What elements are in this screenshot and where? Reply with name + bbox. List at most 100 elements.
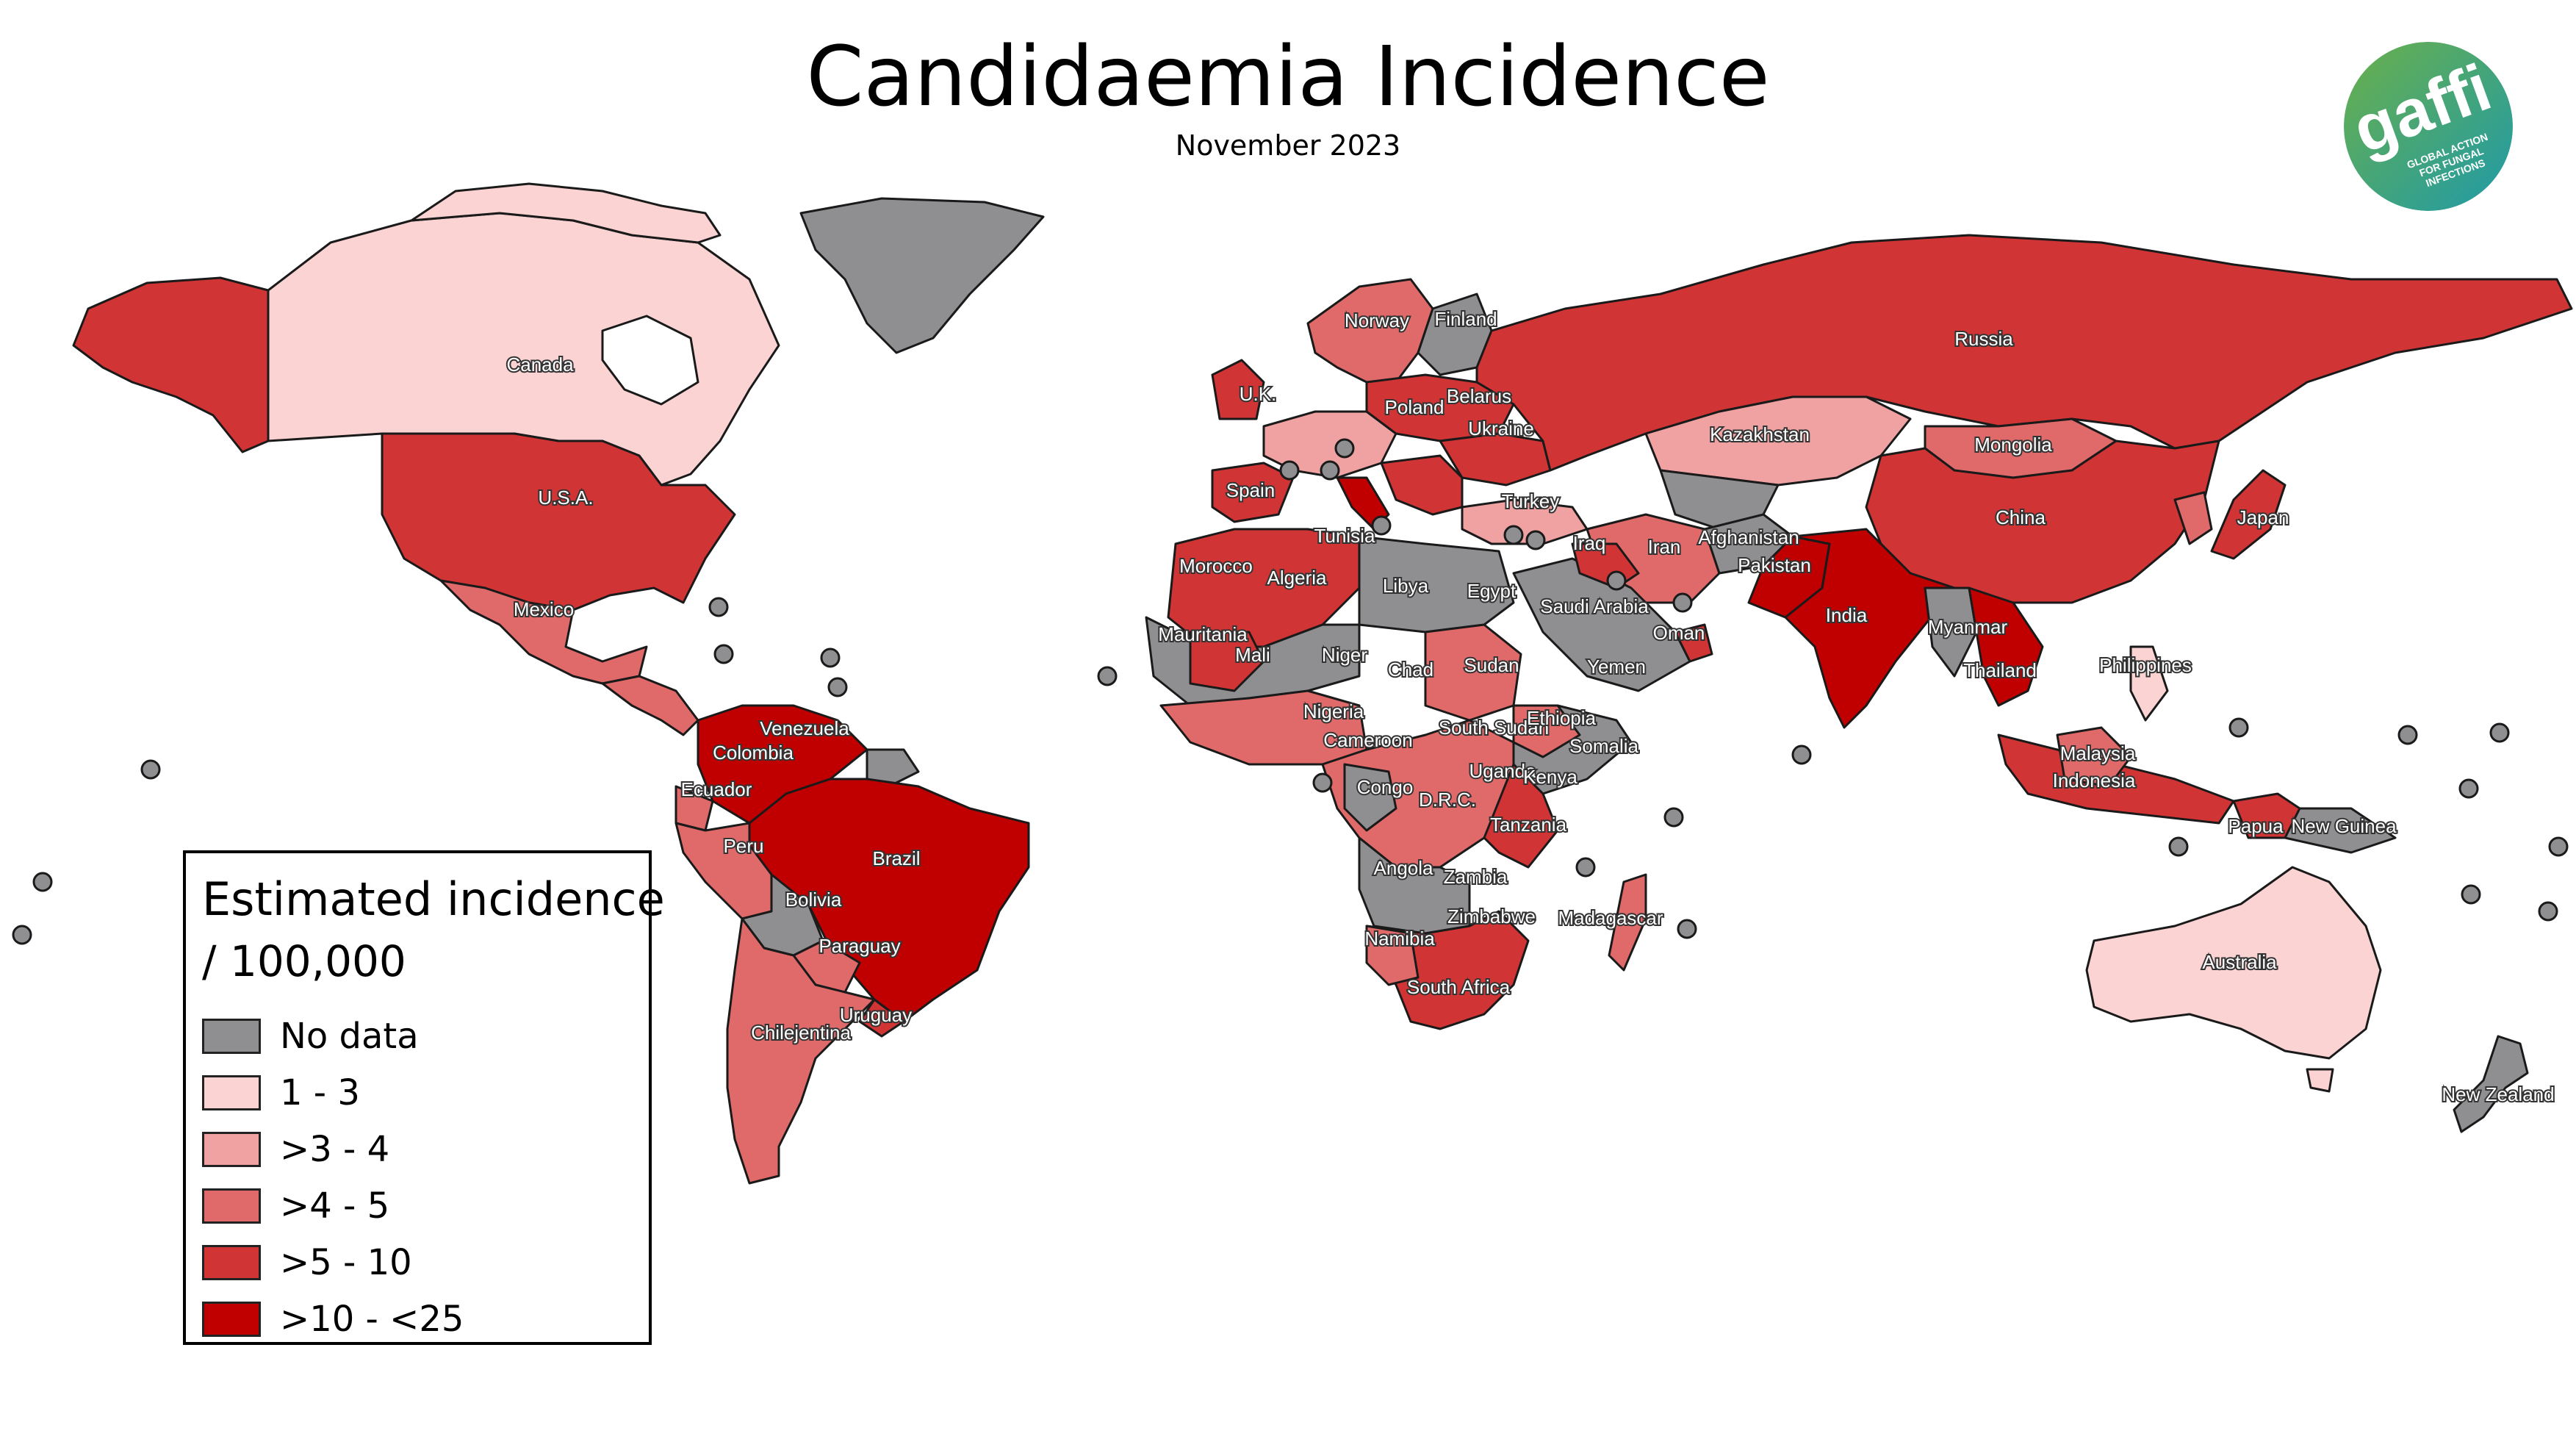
region-alaska [72, 276, 270, 453]
region-namibia [1365, 925, 1420, 986]
region-philippines [2129, 645, 2169, 722]
legend-subtitle: / 100,000 [202, 936, 406, 986]
map-dot [140, 759, 161, 780]
country-label: Zimbabwe [1447, 905, 1536, 927]
region-scandinavia [1306, 278, 1434, 384]
legend-item-3-4: >3 - 4 [202, 1121, 464, 1177]
country-label: Malaysia [2060, 742, 2136, 764]
country-label: Tunisia [1314, 525, 1375, 547]
region-australia [2085, 866, 2382, 1060]
map-dot [1677, 919, 1697, 939]
map-dot [1320, 460, 1340, 481]
country-label: Uganda [1469, 760, 1536, 782]
map-dot [32, 872, 53, 892]
country-label: Ukraine [1468, 417, 1534, 439]
country-label: India [1826, 604, 1868, 626]
country-label: Spain [1226, 479, 1276, 501]
country-label: U.K. [1240, 383, 1277, 405]
region-korea [2173, 491, 2213, 545]
region-balkans [1380, 454, 1464, 516]
region-turkey [1461, 498, 1589, 545]
map-dot [708, 597, 729, 617]
country-label: Iraq [1573, 532, 1606, 554]
legend-label: 1 - 3 [280, 1072, 360, 1113]
map-dot [1791, 744, 1812, 765]
country-label: Mongolia [1974, 434, 2052, 456]
region-india [1784, 528, 1956, 729]
country-label: Yemen [1587, 656, 1646, 678]
country-label: Ecuador [681, 778, 752, 800]
country-label: New Guinea [2291, 815, 2397, 837]
country-label: Venezuela [760, 717, 849, 739]
map-dot [2461, 884, 2481, 905]
country-label: Russia [1954, 328, 2013, 350]
region-borneo [2056, 726, 2132, 788]
region-guianas [866, 748, 920, 788]
map-dot [1334, 438, 1355, 459]
country-label: Oman [1653, 622, 1705, 644]
region-mali [1189, 631, 1265, 692]
country-label: Thailand [1963, 659, 2037, 681]
gaffi-logo: gaffi GLOBAL ACTION FOR FUNGAL INFECTION… [2344, 42, 2513, 211]
map-dot [2458, 778, 2479, 799]
region-iberia [1211, 462, 1295, 523]
region-congo [1343, 763, 1397, 832]
country-label: Egypt [1467, 580, 1517, 602]
country-label: Cameroon [1323, 729, 1412, 751]
legend-label: >5 - 10 [280, 1241, 412, 1283]
legend-swatch [202, 1301, 261, 1337]
country-label: Canada [506, 354, 574, 376]
country-label: Pakistan [1738, 554, 1811, 576]
country-label: Congo [1357, 776, 1414, 798]
country-label: Australia [2202, 951, 2277, 973]
region-canada-islands [410, 182, 722, 244]
region-tasmania [2306, 1068, 2334, 1093]
region-japan [2210, 469, 2287, 560]
country-label: Japan [2237, 506, 2289, 528]
country-label: China [1996, 506, 2046, 528]
map-dot [1525, 530, 1546, 550]
map-dot [1606, 570, 1627, 591]
map-dot [820, 647, 841, 668]
country-label: Nigeria [1303, 700, 1364, 722]
country-label: Madagascar [1558, 907, 1663, 929]
country-label: Namibia [1364, 927, 1435, 950]
legend-item-5-10: >5 - 10 [202, 1234, 464, 1291]
map-dot [2228, 717, 2249, 738]
country-label: Ethiopia [1527, 707, 1596, 729]
legend-label: >10 - <25 [280, 1298, 464, 1340]
country-label: South Africa [1407, 976, 1511, 998]
country-label: Belarus [1447, 385, 1511, 407]
map-dot [1097, 666, 1118, 686]
region-east-africa [1483, 763, 1559, 869]
country-label: Tanzania [1490, 814, 1567, 836]
country-label: Iran [1648, 536, 1681, 558]
country-label: Kazakhstan [1710, 423, 1810, 445]
country-label: New Zealand [2442, 1083, 2554, 1105]
region-mexico [439, 579, 648, 685]
map-dot [1312, 772, 1333, 793]
country-label: Afghanistan [1698, 526, 1799, 548]
country-label: Paraguay [819, 935, 900, 957]
country-label: Somalia [1569, 735, 1638, 757]
legend-item-4-5: >4 - 5 [202, 1177, 464, 1234]
legend-label: >3 - 4 [280, 1128, 390, 1170]
map-dot [1575, 857, 1596, 878]
legend-swatch [202, 1131, 261, 1167]
region-new-guinea [2284, 807, 2397, 854]
map-dot [827, 677, 848, 697]
legend-swatch [202, 1018, 261, 1054]
country-label: Kenya [1523, 766, 1577, 788]
map-dot [2489, 722, 2510, 743]
country-label: Myanmar [1928, 616, 2008, 638]
country-label: Niger [1322, 644, 1367, 666]
region-new-zealand [2453, 1035, 2529, 1133]
legend-swatch [202, 1188, 261, 1224]
country-label: South Sudan [1439, 717, 1549, 739]
country-label: Algeria [1267, 567, 1327, 589]
region-central-america [601, 675, 699, 736]
country-label: Mexico [514, 598, 574, 620]
map-dot [1663, 807, 1684, 828]
region-myanmar [1924, 586, 1978, 678]
